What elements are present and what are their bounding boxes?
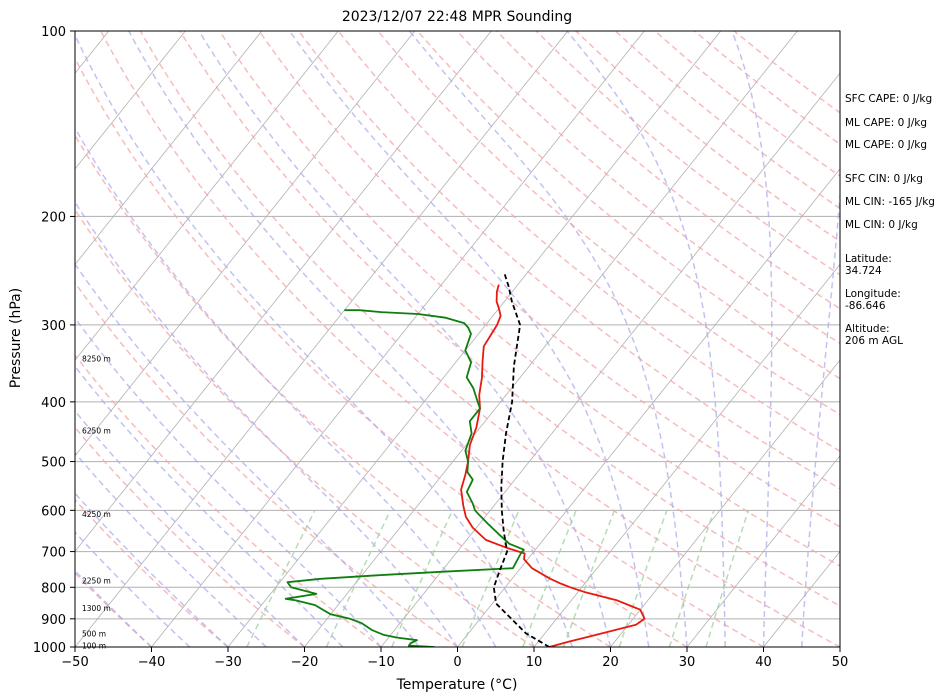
moist-adiabat-line bbox=[75, 33, 535, 647]
altitude-text: Altitude: 206 m AGL bbox=[845, 323, 903, 347]
mixing-ratio-line bbox=[668, 510, 715, 647]
moist-adiabat-line bbox=[128, 31, 574, 647]
y-tick-label: 100 bbox=[41, 25, 66, 40]
isotherm-line bbox=[75, 31, 263, 266]
isotherm-line bbox=[75, 31, 339, 361]
isotherm-line bbox=[75, 31, 416, 457]
moist-adiabat-line bbox=[566, 31, 727, 647]
isotherm-line bbox=[151, 31, 645, 647]
y-tick-label: 600 bbox=[41, 504, 66, 519]
isotherm-line bbox=[227, 31, 722, 647]
sfc-cape-text: SFC CAPE: 0 J/kg bbox=[845, 93, 933, 105]
x-tick-label: 10 bbox=[526, 655, 543, 670]
isotherm-line bbox=[75, 31, 492, 553]
isotherm-line bbox=[533, 263, 840, 647]
mixing-ratio-line bbox=[246, 509, 316, 647]
x-tick-label: −10 bbox=[367, 655, 394, 670]
mixing-ratio-line bbox=[325, 509, 392, 647]
mixing-ratio-line bbox=[705, 510, 750, 647]
dry-adiabat-line bbox=[377, 31, 840, 416]
dry-adiabat-line bbox=[416, 31, 840, 380]
isotherm-line bbox=[75, 31, 569, 647]
moist-adiabat-line bbox=[75, 200, 459, 647]
x-tick-label: −50 bbox=[61, 655, 88, 670]
chart-title: 2023/12/07 22:48 MPR Sounding bbox=[342, 9, 572, 25]
x-tick-label: 20 bbox=[602, 655, 619, 670]
y-tick-label: 900 bbox=[41, 613, 66, 628]
mixing-ratio-line bbox=[618, 510, 668, 647]
ml-cape-text-2: ML CAPE: 0 J/kg bbox=[845, 139, 928, 151]
x-tick-label: 40 bbox=[755, 655, 772, 670]
height-label: 2250 m bbox=[82, 577, 111, 586]
sfc-cin-text: SFC CIN: 0 J/kg bbox=[845, 173, 923, 185]
ml-cin-text-2: ML CIN: 0 J/kg bbox=[845, 219, 918, 231]
height-label: 4250 m bbox=[82, 510, 111, 519]
dry-adiabat-line bbox=[75, 56, 688, 647]
ml-cape-text: ML CAPE: 0 J/kg bbox=[845, 117, 928, 129]
plot-frame bbox=[74, 30, 841, 648]
dry-adiabat-line bbox=[75, 208, 535, 647]
y-axis-label: Pressure (hPa) bbox=[8, 288, 24, 388]
mixing-ratio-line bbox=[461, 510, 520, 647]
dry-adiabat-line bbox=[75, 354, 382, 647]
moist-adiabat-line bbox=[75, 126, 497, 647]
moist-adiabat-line bbox=[288, 31, 650, 647]
dry-adiabat-line bbox=[75, 281, 458, 647]
isotherm-line bbox=[304, 31, 798, 647]
moist-adiabat-line bbox=[75, 409, 306, 647]
y-tick-label: 400 bbox=[41, 396, 66, 411]
isotherm-line bbox=[380, 72, 840, 647]
temperature-profile bbox=[460, 284, 646, 647]
y-tick-label: 500 bbox=[41, 456, 66, 471]
isotherm-line bbox=[686, 455, 840, 647]
x-tick-label: 30 bbox=[679, 655, 696, 670]
x-tick-label: 0 bbox=[453, 655, 461, 670]
x-tick-label: −40 bbox=[138, 655, 165, 670]
y-tick-label: 700 bbox=[41, 546, 66, 561]
dry-adiabat-line bbox=[75, 571, 153, 647]
dry-adiabat-line bbox=[75, 498, 229, 647]
latitude-text: Latitude: 34.724 bbox=[845, 253, 892, 277]
mixing-ratio-line bbox=[562, 510, 616, 647]
moist-adiabat-line bbox=[198, 31, 612, 647]
moist-adiabat-line bbox=[75, 451, 267, 647]
moist-adiabat-line bbox=[75, 531, 191, 647]
moist-adiabat-line bbox=[75, 569, 153, 647]
ml-cin-text: ML CIN: -165 J/kg bbox=[845, 196, 935, 208]
x-tick-label: −30 bbox=[214, 655, 241, 670]
parcel-profile bbox=[492, 272, 550, 647]
dry-adiabat-line bbox=[139, 31, 840, 647]
dry-adiabat-line bbox=[100, 31, 764, 647]
isotherm-line bbox=[610, 359, 840, 647]
moist-adiabat-line bbox=[731, 31, 773, 647]
height-label: 8250 m bbox=[82, 354, 111, 363]
longitude-text: Longitude: -86.646 bbox=[845, 288, 901, 312]
dry-adiabat-line bbox=[218, 31, 840, 567]
dry-adiabat-line bbox=[75, 133, 611, 647]
y-tick-label: 300 bbox=[41, 319, 66, 334]
y-tick-label: 800 bbox=[41, 581, 66, 596]
isotherm-line bbox=[75, 31, 186, 170]
y-tick-label: 200 bbox=[41, 210, 66, 225]
height-label: 6250 m bbox=[82, 426, 111, 435]
dewpoint-profile bbox=[284, 309, 525, 647]
y-tick-label: 1000 bbox=[33, 641, 66, 656]
dry-adiabat-line bbox=[456, 31, 840, 345]
dry-adiabat-line bbox=[179, 31, 840, 607]
isotherm-line bbox=[457, 168, 840, 647]
height-label: 1300 m bbox=[82, 604, 111, 613]
moist-adiabat-line bbox=[801, 186, 840, 647]
x-axis-label: Temperature (°C) bbox=[396, 677, 518, 693]
moist-adiabat-line bbox=[75, 492, 229, 647]
mixing-ratio-line bbox=[522, 510, 577, 647]
moist-adiabat-line bbox=[75, 316, 382, 647]
mixing-ratio-line bbox=[391, 509, 454, 647]
height-label: 500 m bbox=[82, 629, 106, 638]
x-tick-label: −20 bbox=[291, 655, 318, 670]
x-tick-label: 50 bbox=[832, 655, 849, 670]
plot-area bbox=[75, 31, 840, 647]
height-label: 100 m bbox=[82, 642, 106, 651]
moist-adiabat-line bbox=[75, 262, 420, 647]
